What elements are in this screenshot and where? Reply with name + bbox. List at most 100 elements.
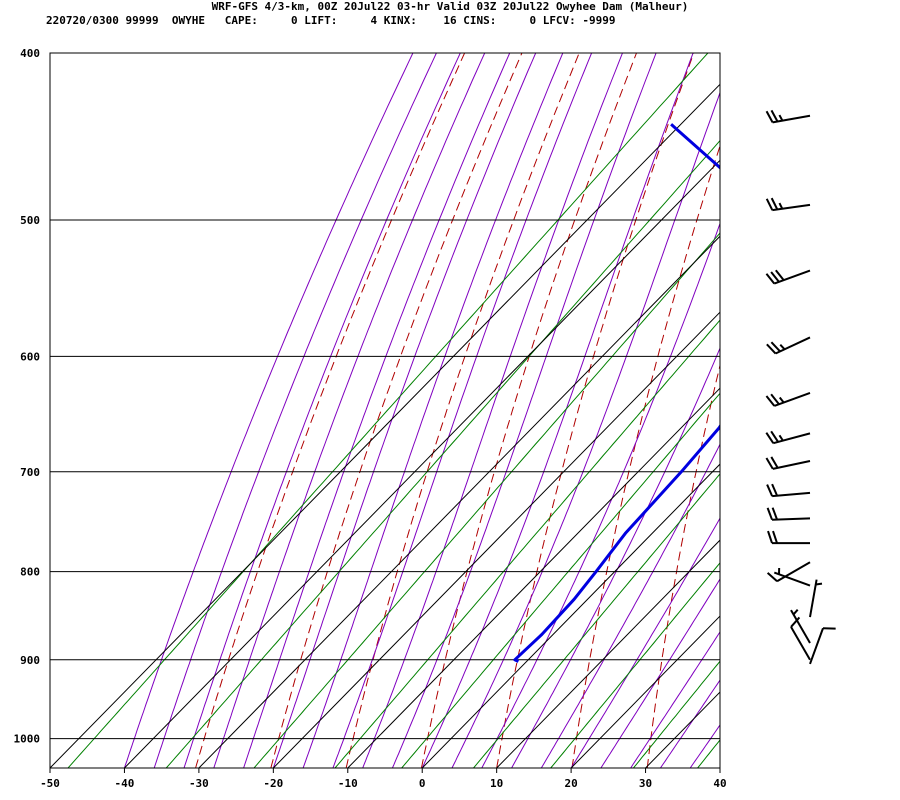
- isotherm-line: [50, 83, 720, 768]
- mixing-ratio-line: [550, 562, 720, 768]
- wind-barb-feather: [770, 109, 779, 122]
- wind-barb-staff: [772, 203, 811, 212]
- wind-barb-staff: [776, 561, 811, 583]
- isotherm-line: [719, 767, 720, 768]
- mixing-ratio-line: [633, 660, 720, 768]
- wind-barb: [773, 567, 811, 587]
- y-tick-label: 700: [20, 466, 40, 479]
- wind-barb-feather: [770, 456, 779, 469]
- wind-barb-half-feather: [779, 344, 786, 350]
- wind-barb-staff: [773, 571, 811, 587]
- wind-barb-staff: [773, 432, 811, 445]
- wind-barb-feather: [765, 273, 776, 285]
- moist-adiabat: [630, 631, 720, 768]
- moist-adiabat: [511, 346, 720, 768]
- wind-barb-feather: [772, 530, 778, 544]
- moist-adiabat: [689, 724, 720, 768]
- wind-barb-feather: [765, 432, 775, 444]
- wind-barb-feather: [771, 507, 778, 520]
- moist-adiabat: [213, 53, 486, 768]
- wind-barb-staff: [772, 460, 811, 470]
- wind-barb: [809, 627, 836, 665]
- moist-adiabat: [302, 53, 564, 768]
- thermo-background-lines: [67, 44, 900, 768]
- moist-adiabat: [869, 44, 900, 768]
- sounding-indices: 220720/0300 99999 OWYHE CAPE: 0 LIFT: 4 …: [46, 14, 616, 27]
- moist-adiabat: [750, 44, 900, 768]
- chart-title: WRF-GFS 4/3-km, 00Z 20Jul22 03-hr Valid …: [211, 0, 689, 13]
- wind-barb-feather: [790, 616, 801, 628]
- wind-barb: [766, 336, 811, 355]
- isotherm-line: [645, 691, 720, 768]
- mixing-ratio-line: [67, 53, 709, 768]
- moist-adiabat: [272, 53, 537, 768]
- dry-adiabat: [270, 53, 523, 768]
- mixing-ratio-line: [697, 739, 720, 768]
- x-tick-label: -10: [338, 777, 358, 790]
- wind-barb-half-feather: [792, 609, 799, 616]
- plot-frame: [49, 52, 721, 769]
- grid-lines: [50, 52, 720, 768]
- x-tick-label: -20: [263, 777, 283, 790]
- wind-barb: [765, 456, 811, 470]
- y-tick-label: 400: [20, 47, 40, 60]
- wind-barb: [766, 483, 811, 498]
- x-tick-label: -50: [40, 777, 60, 790]
- moist-adiabat: [421, 53, 694, 768]
- wind-barbs: [765, 109, 836, 665]
- x-tick-label: 30: [639, 777, 652, 790]
- wind-barb-staff: [773, 269, 811, 285]
- mixing-ratio-line: [253, 232, 720, 768]
- wind-barb: [809, 579, 823, 618]
- dry-adiabat: [195, 53, 466, 768]
- wind-barb-feather: [771, 483, 779, 497]
- wind-barb-feather: [770, 393, 780, 405]
- moist-adiabat: [123, 53, 414, 768]
- y-tick-label: 800: [20, 566, 40, 579]
- wind-barb: [765, 430, 811, 445]
- wind-barb: [765, 109, 811, 124]
- wind-barb-feather: [766, 507, 773, 521]
- wind-barb-feather: [765, 198, 774, 211]
- wind-barb-feather: [765, 395, 776, 407]
- moist-adiabat: [540, 443, 720, 768]
- moist-adiabat: [600, 578, 720, 768]
- wind-barb-staff: [809, 579, 818, 618]
- wind-barb-feather: [766, 572, 778, 583]
- mixing-ratio-line: [334, 319, 720, 768]
- moist-adiabat: [780, 44, 900, 768]
- wind-barb-feather: [765, 457, 774, 470]
- wind-barb-half-feather: [778, 396, 785, 404]
- mixing-ratio-line: [401, 392, 720, 768]
- moist-adiabat: [570, 517, 720, 768]
- wind-barb-half-feather: [778, 202, 784, 210]
- dry-adiabat: [496, 53, 695, 768]
- wind-barb-feather: [766, 343, 777, 355]
- wind-barb-staff: [790, 609, 811, 644]
- y-tick-label: 600: [20, 350, 40, 363]
- wind-barb-staff: [809, 627, 824, 665]
- dry-adiabat: [723, 44, 869, 768]
- wind-barb-half-feather: [778, 114, 784, 122]
- dry-adiabat: [873, 44, 900, 768]
- dry-adiabat: [646, 363, 720, 768]
- mixing-ratio-line: [473, 473, 720, 768]
- wind-barb-staff: [772, 114, 811, 124]
- wind-barb-feather: [766, 484, 774, 497]
- wind-barb-feather: [765, 110, 774, 123]
- wind-barb-staff: [772, 491, 811, 498]
- wind-barb: [767, 530, 810, 545]
- isotherm-line: [198, 235, 720, 768]
- dry-adiabat: [798, 44, 900, 768]
- y-tick-label: 1000: [14, 733, 41, 746]
- y-tick-label: 500: [20, 214, 40, 227]
- sounding-profiles: [513, 123, 720, 663]
- dewpoint-profile: [513, 123, 720, 663]
- x-tick-label: 40: [713, 777, 726, 790]
- moist-adiabat: [153, 53, 437, 768]
- isotherm-line: [421, 463, 720, 768]
- moist-adiabat: [243, 53, 511, 768]
- wind-barb: [765, 197, 811, 212]
- wind-barb: [790, 609, 811, 644]
